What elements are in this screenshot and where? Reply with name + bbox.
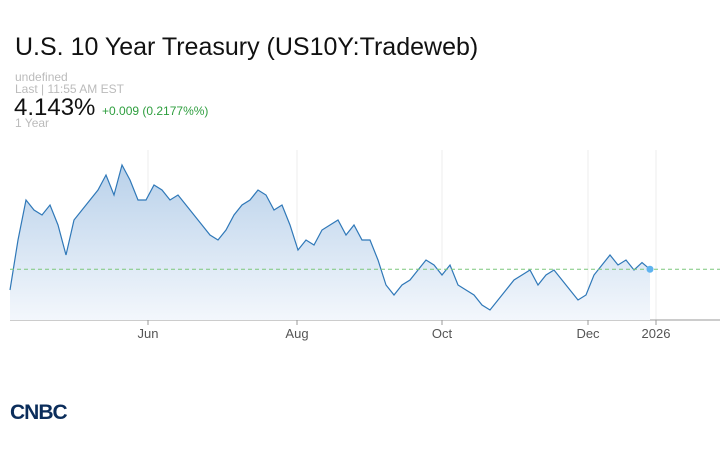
area <box>10 165 650 320</box>
source: undefined <box>15 70 68 84</box>
last-point <box>646 265 654 273</box>
x-tick-label: Jun <box>138 326 159 341</box>
time: Last | 11:55 AM EST <box>15 82 125 96</box>
x-tick-label: Oct <box>432 326 453 341</box>
price: 4.143% <box>14 94 95 121</box>
range: 1 Year <box>15 116 49 130</box>
x-tick-label: Dec <box>576 326 600 341</box>
line <box>9 163 651 311</box>
x-tick-label: 2026 <box>642 326 671 341</box>
title: U.S. 10 Year Treasury (US10Y:Tradeweb) <box>15 33 478 61</box>
logo: CNBC <box>10 401 67 424</box>
change: +0.009 (0.2177%%) <box>102 104 208 118</box>
x-tick-label: Aug <box>285 326 308 341</box>
